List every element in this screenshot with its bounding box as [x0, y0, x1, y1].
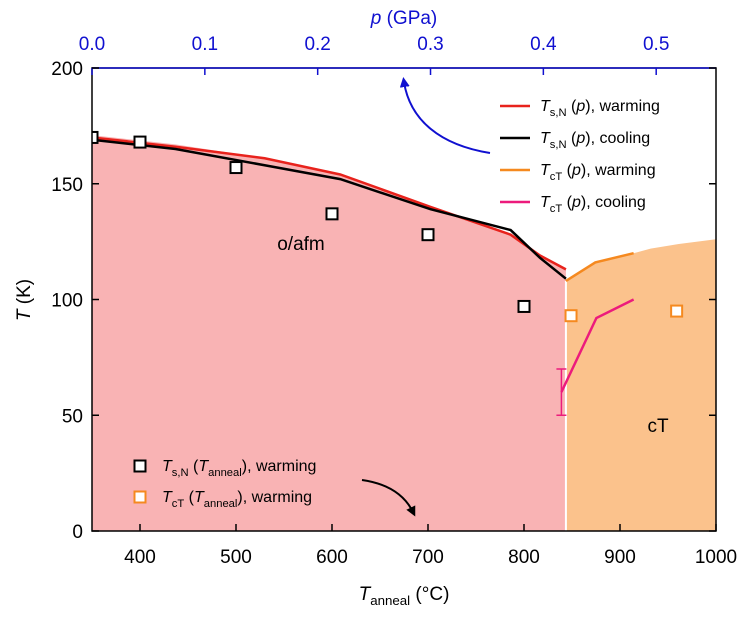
x2-tick-label: 0.2: [304, 34, 330, 55]
y-tick-label: 100: [51, 291, 83, 312]
x2-tick-label: 0.5: [643, 34, 669, 55]
x-tick-label: 600: [316, 547, 348, 568]
text-part: anneal: [204, 498, 238, 510]
data-point: [670, 304, 684, 318]
series-line: [565, 251, 634, 283]
text-part: p: [571, 162, 581, 179]
text-part: (: [189, 458, 199, 475]
phase-region: [565, 239, 716, 531]
x2-tick-label: 0.4: [530, 34, 557, 55]
text-part: T: [162, 458, 173, 475]
text-part: ), warming: [242, 458, 317, 475]
text-part: p: [571, 194, 581, 211]
series-line: [92, 138, 567, 280]
text-part: T: [194, 489, 205, 506]
marks: [92, 130, 684, 416]
text-part: T: [14, 308, 35, 321]
y-axis-title: T (K): [14, 279, 35, 321]
text-part: (°C): [410, 584, 449, 605]
x2-tick-label: 0.1: [192, 34, 218, 55]
y-tick-label: 0: [72, 522, 83, 543]
text-part: cT: [550, 171, 563, 183]
text-part: cT: [550, 203, 563, 215]
text-part: p: [575, 98, 585, 115]
x-tick-label: 800: [508, 547, 540, 568]
text-part: T: [540, 130, 551, 147]
legend-label: Ts,N (Tanneal), warming: [162, 458, 316, 479]
text-part: (GPa): [381, 8, 437, 29]
text-part: T: [540, 98, 551, 115]
x-tick-label: 400: [124, 547, 156, 568]
text-part: cT: [172, 498, 185, 510]
region-label: cT: [647, 416, 669, 437]
data-point: [421, 228, 435, 242]
text-part: anneal: [370, 593, 410, 608]
error-bar: [556, 368, 567, 416]
text-part: (: [562, 194, 572, 211]
legend-marker: [133, 490, 147, 504]
text-part: T: [540, 162, 551, 179]
legend-marker: [133, 459, 147, 473]
legend-label: TcT (Tanneal), warming: [162, 489, 312, 510]
data-point: [325, 207, 339, 221]
y-tick-label: 150: [51, 175, 83, 196]
text-part: T: [540, 194, 551, 211]
text-part: s,N: [172, 467, 189, 479]
text-part: p: [575, 130, 585, 147]
text-part: p: [370, 8, 382, 29]
data-point: [564, 309, 578, 323]
x-axis-title: Tanneal (°C): [359, 584, 450, 608]
x2-tick-label: 0.3: [417, 34, 443, 55]
legend-label: Ts,N (p), warming: [540, 98, 660, 119]
text-part: (K): [14, 279, 35, 310]
text-part: anneal: [208, 467, 242, 479]
y-tick-label: 200: [51, 59, 83, 80]
text-part: (: [567, 98, 577, 115]
text-part: (: [567, 130, 577, 147]
text-part: T: [198, 458, 209, 475]
x-tick-label: 700: [412, 547, 444, 568]
legend-label: TcT (p), warming: [540, 162, 656, 183]
x2-tick-label: 0.0: [79, 34, 105, 55]
phase-region: [92, 135, 566, 531]
text-part: T: [359, 584, 372, 605]
data-point: [133, 135, 147, 149]
x2-axis-title: p (GPa): [370, 8, 438, 29]
data-point: [517, 299, 531, 313]
text-part: s,N: [550, 107, 567, 119]
text-part: ), warming: [585, 98, 660, 115]
y-tick-label: 50: [62, 406, 83, 427]
legend-label: TcT (p), cooling: [540, 194, 646, 215]
text-part: s,N: [550, 139, 567, 151]
data-point: [229, 161, 243, 175]
arrow-to-bottom-axis: [361, 479, 416, 517]
text-part: ), cooling: [585, 130, 650, 147]
region-label: o/afm: [277, 234, 325, 255]
text-part: ), cooling: [581, 194, 646, 211]
arrow-to-top-axis: [399, 77, 491, 154]
text-part: ), warming: [581, 162, 656, 179]
x-tick-label: 500: [220, 547, 252, 568]
legend-label: Ts,N (p), cooling: [540, 130, 650, 151]
text-part: (: [184, 489, 194, 506]
text-part: T: [162, 489, 173, 506]
x-tick-label: 1000: [695, 547, 737, 568]
data-point: [92, 130, 99, 144]
text-part: ), warming: [237, 489, 312, 506]
series-line: [560, 298, 635, 393]
x-tick-label: 900: [604, 547, 636, 568]
text-part: (: [562, 162, 572, 179]
